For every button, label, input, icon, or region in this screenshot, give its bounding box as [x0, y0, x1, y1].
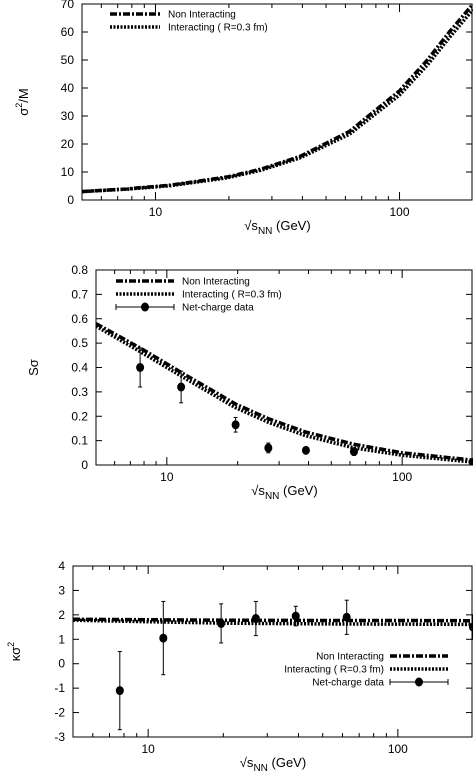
- y-tick-label: 0: [58, 657, 65, 671]
- y-tick-label: -3: [54, 730, 65, 744]
- y-tick-label: 4: [58, 559, 65, 573]
- legend-label: Non Interacting: [182, 277, 250, 288]
- y-tick-label: 60: [61, 25, 75, 39]
- plot-panel-2: 0 0.1 0.2 0.3 0.4 0.5 0.6 0.7 0.8 10 100 √sNN (GeV)…: [26, 263, 473, 502]
- y-tick-label: 0.5: [71, 336, 88, 350]
- x-tick-label: 10: [160, 470, 174, 484]
- plot-frame: [72, 565, 473, 738]
- y-tick-label: 0.3: [71, 385, 88, 399]
- y-tick-label: 50: [61, 53, 75, 67]
- y-tick-label: 70: [61, 0, 75, 11]
- data-point: [469, 622, 473, 632]
- data-point: [159, 633, 168, 643]
- x-tick-label: 10: [141, 742, 155, 756]
- y-axis-label: κσ2: [6, 642, 23, 661]
- data-point: [291, 611, 300, 621]
- series-line-2: [96, 324, 473, 464]
- y-tick-label: 40: [61, 81, 75, 95]
- plot-panel-3: -3 -2 -1 0 1 2 3 4 10 100 √sNN (GeV) κσ2 Non Interac…: [6, 559, 473, 774]
- legend-label: Interacting ( R=0.3 fm): [182, 290, 282, 301]
- y-tick-label: 10: [61, 165, 75, 179]
- y-tick-label: 1: [58, 632, 65, 646]
- y-tick-label: 2: [58, 608, 65, 622]
- legend-swatch-point: [415, 677, 423, 687]
- y-tick-label: -2: [54, 706, 65, 720]
- y-axis-label: Sσ: [26, 359, 41, 376]
- series-line-2: [82, 8, 473, 194]
- y-tick-label: 30: [61, 109, 75, 123]
- y-tick-label: 3: [58, 583, 65, 597]
- plot-frame: [81, 3, 473, 201]
- data-point: [469, 458, 473, 465]
- y-tick-label: 0: [67, 193, 74, 207]
- y-tick-label: 0.6: [71, 312, 88, 326]
- data-point: [231, 420, 240, 430]
- data-point: [342, 612, 351, 622]
- y-tick-label: 0.7: [71, 287, 88, 301]
- x-tick-label: 100: [388, 742, 408, 756]
- y-tick-label: 0.1: [71, 434, 88, 448]
- y-tick-label: 0: [81, 458, 88, 472]
- legend-swatch-point: [141, 302, 149, 312]
- data-point: [136, 363, 145, 372]
- data-point: [115, 686, 124, 696]
- legend-label: Non Interacting: [316, 652, 384, 663]
- data-point: [217, 618, 226, 628]
- x-tick-label: 10: [149, 205, 163, 219]
- legend-label: Interacting ( R=0.3 fm): [168, 23, 268, 34]
- data-point: [251, 614, 260, 624]
- legend-label: Net-charge data: [182, 303, 254, 314]
- x-axis-label: √sNN (GeV): [251, 483, 317, 502]
- y-tick-label: 0.8: [71, 263, 88, 277]
- legend-label: Non Interacting: [168, 10, 236, 21]
- plot-panel-1: 0 10 20 30 40 50 60 70 10 100 √sNN (GeV) σ2/M Non In…: [14, 0, 473, 237]
- data-point: [349, 447, 358, 457]
- x-tick-label: 100: [390, 205, 410, 219]
- x-tick-label: 100: [392, 470, 412, 484]
- legend-label: Interacting ( R=0.3 fm): [284, 665, 384, 676]
- series-line-1: [73, 617, 473, 623]
- x-axis-label: √sNN (GeV): [240, 755, 306, 774]
- series-line-1: [82, 4, 473, 194]
- data-point: [264, 443, 273, 453]
- data-point: [177, 382, 186, 392]
- y-tick-label: 0.2: [71, 409, 88, 423]
- y-axis-label: σ2/M: [14, 88, 31, 116]
- y-tick-label: -1: [54, 681, 65, 695]
- series-line-1: [96, 322, 473, 462]
- x-axis-label: √sNN (GeV): [244, 218, 310, 237]
- y-tick-label: 0.4: [71, 361, 88, 375]
- series-line-2: [73, 618, 473, 627]
- data-point: [301, 445, 310, 455]
- y-tick-label: 20: [61, 137, 75, 151]
- legend-label: Net-charge data: [312, 678, 384, 689]
- plot-frame: [95, 269, 473, 466]
